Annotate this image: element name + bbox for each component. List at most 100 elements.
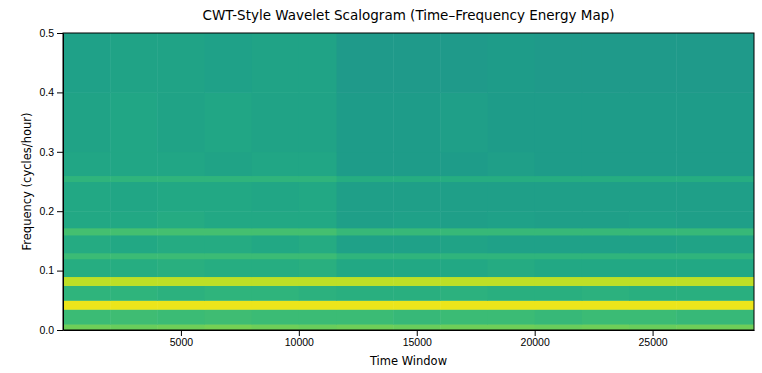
heat-cell	[299, 309, 337, 324]
heat-cell	[110, 253, 158, 259]
heat-cell	[629, 285, 677, 300]
heat-cell	[582, 235, 630, 253]
heat-cell	[252, 211, 300, 228]
heat-cell	[110, 285, 158, 300]
x-tick-mark	[653, 330, 654, 336]
heat-cell	[252, 300, 300, 309]
heat-cell	[157, 182, 205, 212]
heat-cell	[252, 92, 300, 152]
heat-cell	[252, 309, 300, 324]
heat-cell	[676, 176, 754, 182]
heat-cell	[205, 285, 253, 300]
heat-cell	[488, 92, 536, 152]
x-tick: 20000	[521, 330, 550, 348]
heat-cell	[488, 235, 536, 253]
heat-cell	[676, 211, 754, 228]
heat-cell	[488, 176, 536, 182]
heat-cell	[393, 176, 441, 182]
heat-cell	[337, 309, 394, 324]
heat-cell	[299, 92, 337, 152]
heat-cell	[63, 176, 111, 182]
cells	[63, 33, 754, 330]
heat-cell	[582, 277, 630, 286]
heat-cell	[205, 211, 253, 228]
heat-cell	[393, 235, 441, 253]
heat-cell	[337, 176, 394, 182]
heat-cell	[535, 253, 583, 259]
heat-cell	[535, 309, 583, 324]
heat-cell	[629, 92, 677, 152]
heat-cell	[205, 235, 253, 253]
heat-cell	[299, 235, 337, 253]
y-tick: 0.4	[39, 86, 63, 98]
heat-cell	[157, 324, 205, 330]
heat-cell	[582, 259, 630, 277]
heat-cell	[676, 277, 754, 286]
heat-cell	[205, 92, 253, 152]
heat-cell	[252, 277, 300, 286]
y-tick-mark	[57, 152, 63, 153]
heat-cell	[676, 259, 754, 277]
chart-title: CWT-Style Wavelet Scalogram (Time–Freque…	[202, 7, 614, 23]
heat-cell	[205, 182, 253, 212]
heat-cell	[676, 33, 754, 93]
heat-cell	[393, 152, 441, 176]
x-tick-label: 25000	[638, 336, 667, 348]
heat-cell	[252, 176, 300, 182]
heat-cell	[252, 253, 300, 259]
heat-cell	[252, 228, 300, 236]
heat-cell	[440, 259, 488, 277]
heat-cell	[676, 152, 754, 176]
heat-cell	[157, 235, 205, 253]
y-tick: 0.0	[39, 324, 63, 336]
heat-cell	[393, 228, 441, 236]
heat-cell	[252, 33, 300, 93]
x-axis: 500010000150002000025000	[64, 330, 755, 348]
y-axis-title: Frequency (cycles/hour)	[20, 113, 34, 251]
heat-cell	[535, 235, 583, 253]
x-axis-line	[64, 330, 755, 331]
heat-cell	[440, 182, 488, 212]
heat-cell	[629, 259, 677, 277]
plot: 5000100001500020000250000.00.10.20.30.40…	[39, 27, 754, 349]
heat-cell	[676, 235, 754, 253]
x-tick: 15000	[403, 330, 432, 348]
heat-cell	[63, 285, 111, 300]
x-axis-title: Time Window	[369, 354, 447, 368]
y-axis: 0.00.10.20.30.40.5	[39, 27, 63, 336]
heat-cell	[629, 182, 677, 212]
heat-cell	[582, 228, 630, 236]
y-tick-label: 0.0	[39, 324, 54, 336]
heat-cell	[582, 324, 630, 330]
heat-cell	[157, 285, 205, 300]
y-tick: 0.1	[39, 264, 63, 276]
heat-cell	[440, 235, 488, 253]
heat-cell	[629, 211, 677, 228]
heat-cell	[488, 152, 536, 176]
heat-cell	[110, 92, 158, 152]
heat-cell	[299, 176, 337, 182]
heat-cell	[629, 235, 677, 253]
heat-cell	[110, 228, 158, 236]
heat-cell	[535, 324, 583, 330]
heat-cell	[299, 253, 337, 259]
heat-cell	[535, 285, 583, 300]
heat-cell	[488, 211, 536, 228]
heat-cell	[299, 182, 337, 212]
heat-cell	[535, 33, 583, 93]
heat-cell	[337, 300, 394, 309]
heat-cell	[157, 152, 205, 176]
heat-cell	[63, 33, 111, 93]
heat-cell	[157, 228, 205, 236]
heat-cell	[582, 92, 630, 152]
heat-cell	[488, 259, 536, 277]
heat-cell	[157, 253, 205, 259]
heat-cell	[629, 228, 677, 236]
x-tick-mark	[299, 330, 300, 336]
heat-cell	[337, 228, 394, 236]
heat-cell	[582, 300, 630, 309]
heat-cell	[440, 277, 488, 286]
heat-cell	[252, 285, 300, 300]
heat-cell	[393, 253, 441, 259]
heat-cell	[535, 92, 583, 152]
